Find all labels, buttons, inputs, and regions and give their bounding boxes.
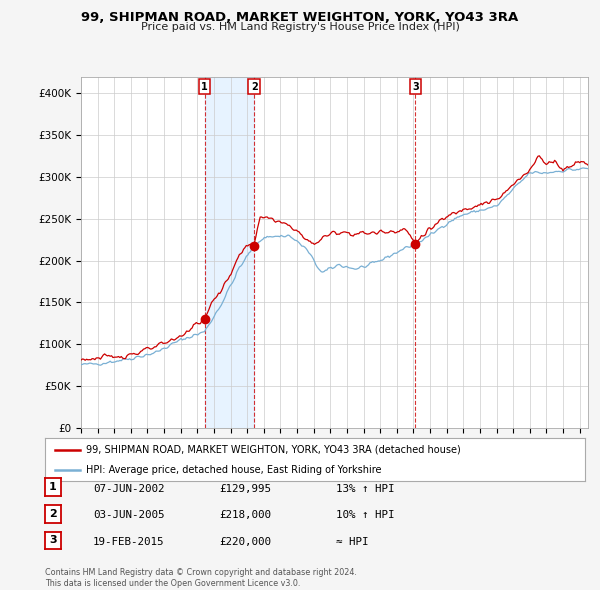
Text: 99, SHIPMAN ROAD, MARKET WEIGHTON, YORK, YO43 3RA (detached house): 99, SHIPMAN ROAD, MARKET WEIGHTON, YORK,… (86, 445, 460, 455)
Text: 2: 2 (49, 509, 56, 519)
Text: 13% ↑ HPI: 13% ↑ HPI (336, 484, 395, 493)
Text: 07-JUN-2002: 07-JUN-2002 (93, 484, 164, 493)
Text: 03-JUN-2005: 03-JUN-2005 (93, 510, 164, 520)
Text: 1: 1 (49, 483, 56, 492)
Text: £220,000: £220,000 (219, 537, 271, 546)
Text: 3: 3 (49, 536, 56, 545)
Text: 10% ↑ HPI: 10% ↑ HPI (336, 510, 395, 520)
Text: 99, SHIPMAN ROAD, MARKET WEIGHTON, YORK, YO43 3RA: 99, SHIPMAN ROAD, MARKET WEIGHTON, YORK,… (82, 11, 518, 24)
Text: £129,995: £129,995 (219, 484, 271, 493)
Text: HPI: Average price, detached house, East Riding of Yorkshire: HPI: Average price, detached house, East… (86, 466, 381, 475)
Text: 1: 1 (201, 82, 208, 91)
Text: ≈ HPI: ≈ HPI (336, 537, 368, 546)
Text: 2: 2 (251, 82, 257, 91)
Text: £218,000: £218,000 (219, 510, 271, 520)
Bar (205, 77, 254, 428)
Text: 19-FEB-2015: 19-FEB-2015 (93, 537, 164, 546)
Text: 3: 3 (412, 82, 419, 91)
Text: Contains HM Land Registry data © Crown copyright and database right 2024.
This d: Contains HM Land Registry data © Crown c… (45, 568, 357, 588)
Text: Price paid vs. HM Land Registry's House Price Index (HPI): Price paid vs. HM Land Registry's House … (140, 22, 460, 32)
